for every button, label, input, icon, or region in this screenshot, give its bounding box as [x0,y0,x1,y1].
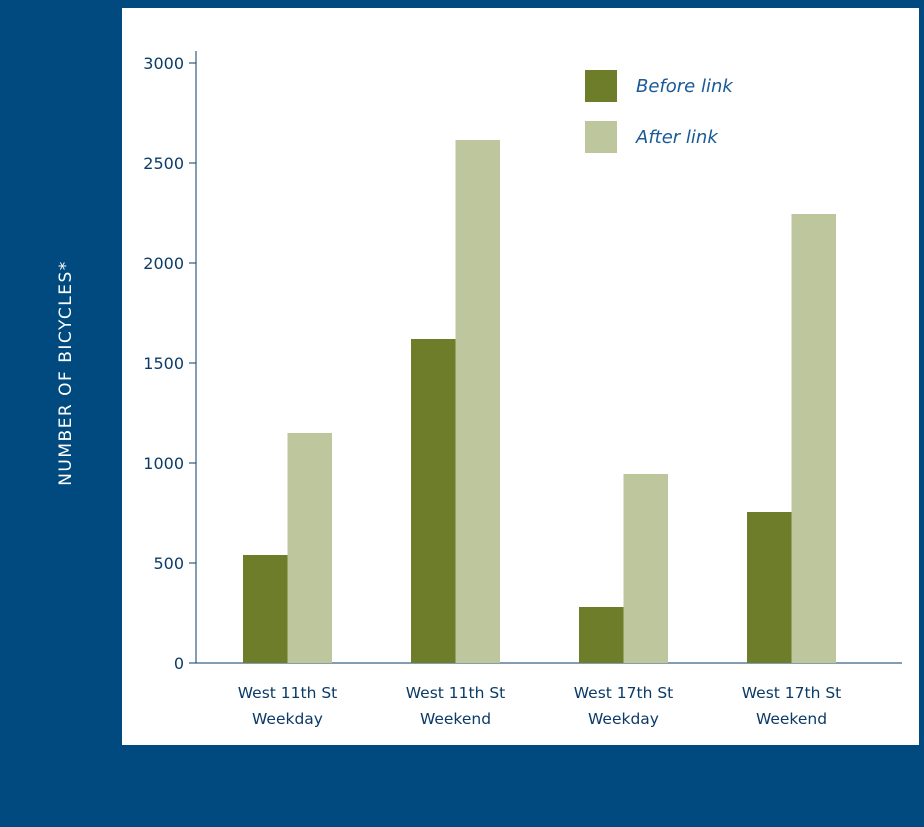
bar-before-link [579,607,624,663]
bar-after-link [623,474,668,663]
y-tick-label: 1000 [143,454,184,473]
x-category-label: Weekday [588,710,659,728]
x-category-label: Weekend [756,710,827,728]
y-tick-label: 500 [153,554,184,573]
legend-swatch [585,121,617,153]
bar-after-link [287,433,332,663]
y-tick-label: 2000 [143,254,184,273]
y-tick-label: 2500 [143,154,184,173]
bar-after-link [455,140,500,663]
x-category-label: West 17th St [742,684,842,702]
y-tick-label: 0 [174,654,184,673]
y-tick-label: 1500 [143,354,184,373]
x-category-label: Weekday [252,710,323,728]
bars [243,140,836,663]
bar-before-link [243,555,288,663]
x-category-label: Weekend [420,710,491,728]
legend-label: After link [635,127,719,148]
legend-swatch [585,70,617,102]
x-category-label: West 11th St [406,684,506,702]
x-category-label: West 11th St [238,684,338,702]
axes: 0 500 1000 1500 2000 2500 3000 West 11th St Week… [143,51,902,728]
x-category-label: West 17th St [574,684,674,702]
bar-before-link [411,339,456,663]
bar-after-link [791,214,836,663]
bar-before-link [747,512,792,663]
legend-label: Before link [636,76,734,97]
y-tick-label: 3000 [143,54,184,73]
legend: Before link After link [585,70,734,153]
